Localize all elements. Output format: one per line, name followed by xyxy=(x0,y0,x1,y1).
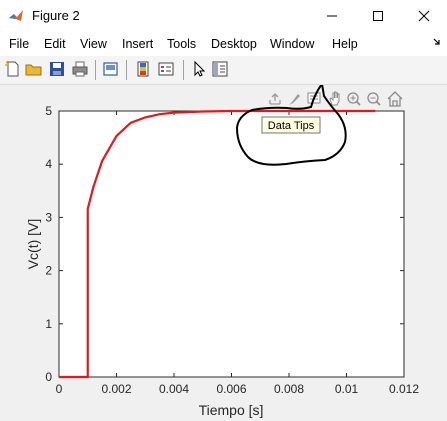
toolbar-separator xyxy=(126,60,127,80)
zoom-out-icon[interactable] xyxy=(367,92,381,106)
x-axis-label: Tiempo [s] xyxy=(199,402,264,418)
menu-file[interactable]: File xyxy=(9,37,30,51)
close-icon xyxy=(418,10,430,22)
pan-icon[interactable] xyxy=(329,91,340,106)
dock-arrow-icon[interactable] xyxy=(433,38,441,48)
print-icon[interactable] xyxy=(71,60,89,78)
restore-view-icon[interactable] xyxy=(387,91,403,107)
tooltip-text: Data Tips xyxy=(268,120,315,132)
insert-legend-icon[interactable] xyxy=(157,60,175,78)
matlab-logo-icon xyxy=(9,10,23,21)
close-button[interactable] xyxy=(401,0,447,32)
y-tick-label: 4 xyxy=(45,157,52,171)
maximize-button[interactable] xyxy=(355,0,401,32)
save-icon[interactable] xyxy=(48,60,66,78)
menu-desktop[interactable]: Desktop xyxy=(211,37,257,51)
x-tick-label: 0.002 xyxy=(101,382,131,396)
export-icon[interactable] xyxy=(269,93,281,105)
toolbar-separator xyxy=(95,60,96,80)
menu-window[interactable]: Window xyxy=(270,37,315,51)
x-tick-label: 0 xyxy=(56,382,63,396)
open-folder-icon[interactable] xyxy=(25,60,43,78)
hand-drawn-annotation xyxy=(235,85,347,166)
y-tick-labels: 0 1 2 3 4 5 xyxy=(45,104,52,384)
x-tick-label: 0.004 xyxy=(159,382,189,396)
x-tick-label: 0.008 xyxy=(274,382,304,396)
data-tips-tooltip: Data Tips xyxy=(261,116,321,134)
minimize-button[interactable] xyxy=(309,0,355,32)
x-tick-label: 0.012 xyxy=(389,382,419,396)
y-tick-label: 5 xyxy=(45,104,52,118)
y-axis-label: Vc(t) [V] xyxy=(25,219,41,270)
y-tick-label: 1 xyxy=(45,317,52,331)
property-inspector-icon[interactable] xyxy=(211,60,229,78)
menu-edit[interactable]: Edit xyxy=(44,37,66,51)
y-tick-label: 3 xyxy=(45,210,52,224)
window-title: Figure 2 xyxy=(32,8,80,23)
menu-view[interactable]: View xyxy=(80,37,107,51)
figure-canvas: 0 0.002 0.004 0.006 0.008 0.01 0.012 0 1 2 3 4 5 Ti… xyxy=(0,85,447,421)
zoom-in-icon[interactable] xyxy=(347,92,361,106)
minimize-icon xyxy=(327,15,337,17)
insert-colorbar-icon[interactable] xyxy=(134,60,152,78)
maximize-icon xyxy=(373,11,383,21)
menu-insert[interactable]: Insert xyxy=(122,37,154,51)
y-tick-label: 2 xyxy=(45,264,52,278)
y-tick-label: 0 xyxy=(45,370,52,384)
new-figure-icon[interactable] xyxy=(4,60,22,78)
menu-bar: File Edit View Insert Tools Desktop Wind… xyxy=(0,32,447,56)
brush-icon[interactable] xyxy=(289,94,300,105)
title-bar: Figure 2 xyxy=(0,0,447,32)
menu-help[interactable]: Help xyxy=(332,37,358,51)
series-line-vc xyxy=(59,109,376,379)
menu-tools[interactable]: Tools xyxy=(167,37,197,51)
figure-toolbar xyxy=(0,56,447,85)
x-tick-label: 0.01 xyxy=(335,382,359,396)
x-tick-labels: 0 0.002 0.004 0.006 0.008 0.01 0.012 xyxy=(56,382,420,396)
plot-axes[interactable] xyxy=(58,110,405,378)
link-plot-icon[interactable] xyxy=(102,60,120,78)
toolbar-separator xyxy=(183,60,184,80)
x-tick-label: 0.006 xyxy=(216,382,246,396)
edit-plot-arrow-icon[interactable] xyxy=(190,60,208,78)
axes-toolbar xyxy=(269,91,403,107)
